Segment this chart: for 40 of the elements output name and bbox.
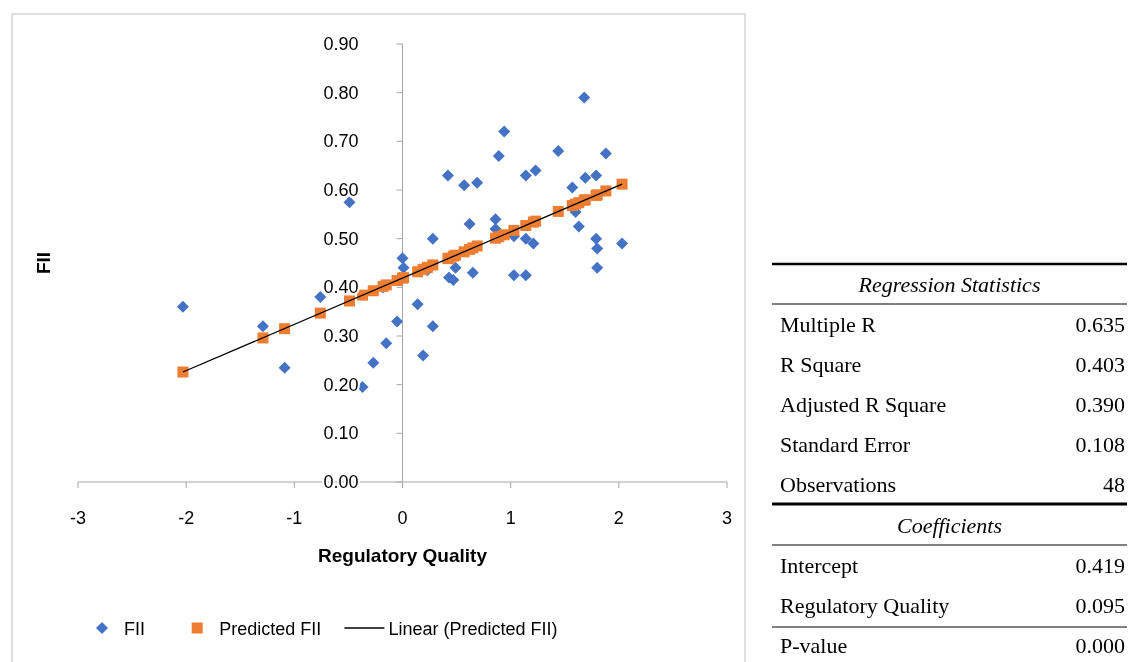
text: Regression Statistics xyxy=(857,272,1041,297)
text: 48 xyxy=(1103,472,1125,497)
y-axis-title: FII xyxy=(33,251,54,275)
text: Multiple R xyxy=(780,312,877,337)
text: Standard Error xyxy=(780,432,911,457)
text: Regulatory Quality xyxy=(780,593,950,618)
x-tick-label: 2 xyxy=(613,508,624,528)
text: 0.108 xyxy=(1075,432,1125,457)
x-tick-label: 3 xyxy=(721,508,733,528)
y-tick-label: 0.10 xyxy=(323,423,359,444)
y-tick-label: 0.30 xyxy=(323,326,359,346)
y-tick-label: 0.70 xyxy=(323,131,359,152)
y-tick-label: 0.90 xyxy=(323,34,359,54)
legend-label: Predicted FII xyxy=(219,619,322,639)
y-tick-label: 0.80 xyxy=(323,82,359,103)
x-tick-label: -2 xyxy=(178,508,195,528)
text: Adjusted R Square xyxy=(780,392,947,417)
text: Coefficients xyxy=(896,513,1003,538)
text: 0.095 xyxy=(1075,593,1125,618)
x-tick-label: -1 xyxy=(286,508,303,528)
text: Intercept xyxy=(780,553,859,578)
text: 0.419 xyxy=(1075,553,1125,578)
text: Observations xyxy=(780,472,897,497)
text: 0.000 xyxy=(1075,633,1125,658)
text: 0.635 xyxy=(1075,312,1125,337)
text: 0.390 xyxy=(1075,392,1125,417)
text: 0.403 xyxy=(1075,352,1125,377)
x-tick-label: 0 xyxy=(397,508,408,528)
legend-label: Linear (Predicted FII) xyxy=(388,619,558,639)
y-tick-label: 0.20 xyxy=(323,374,359,395)
x-tick-label: -3 xyxy=(69,508,87,528)
text: P-value xyxy=(780,633,848,658)
x-tick-label: 1 xyxy=(505,508,516,528)
y-tick-label: 0.40 xyxy=(323,277,359,298)
text: R Square xyxy=(780,352,862,377)
y-tick-label: 0.00 xyxy=(323,472,359,492)
legend-label: FII xyxy=(124,619,145,639)
y-tick-label: 0.50 xyxy=(323,228,359,249)
y-tick-label: 0.60 xyxy=(323,180,359,200)
x-axis-title: Regulatory Quality xyxy=(318,545,488,566)
